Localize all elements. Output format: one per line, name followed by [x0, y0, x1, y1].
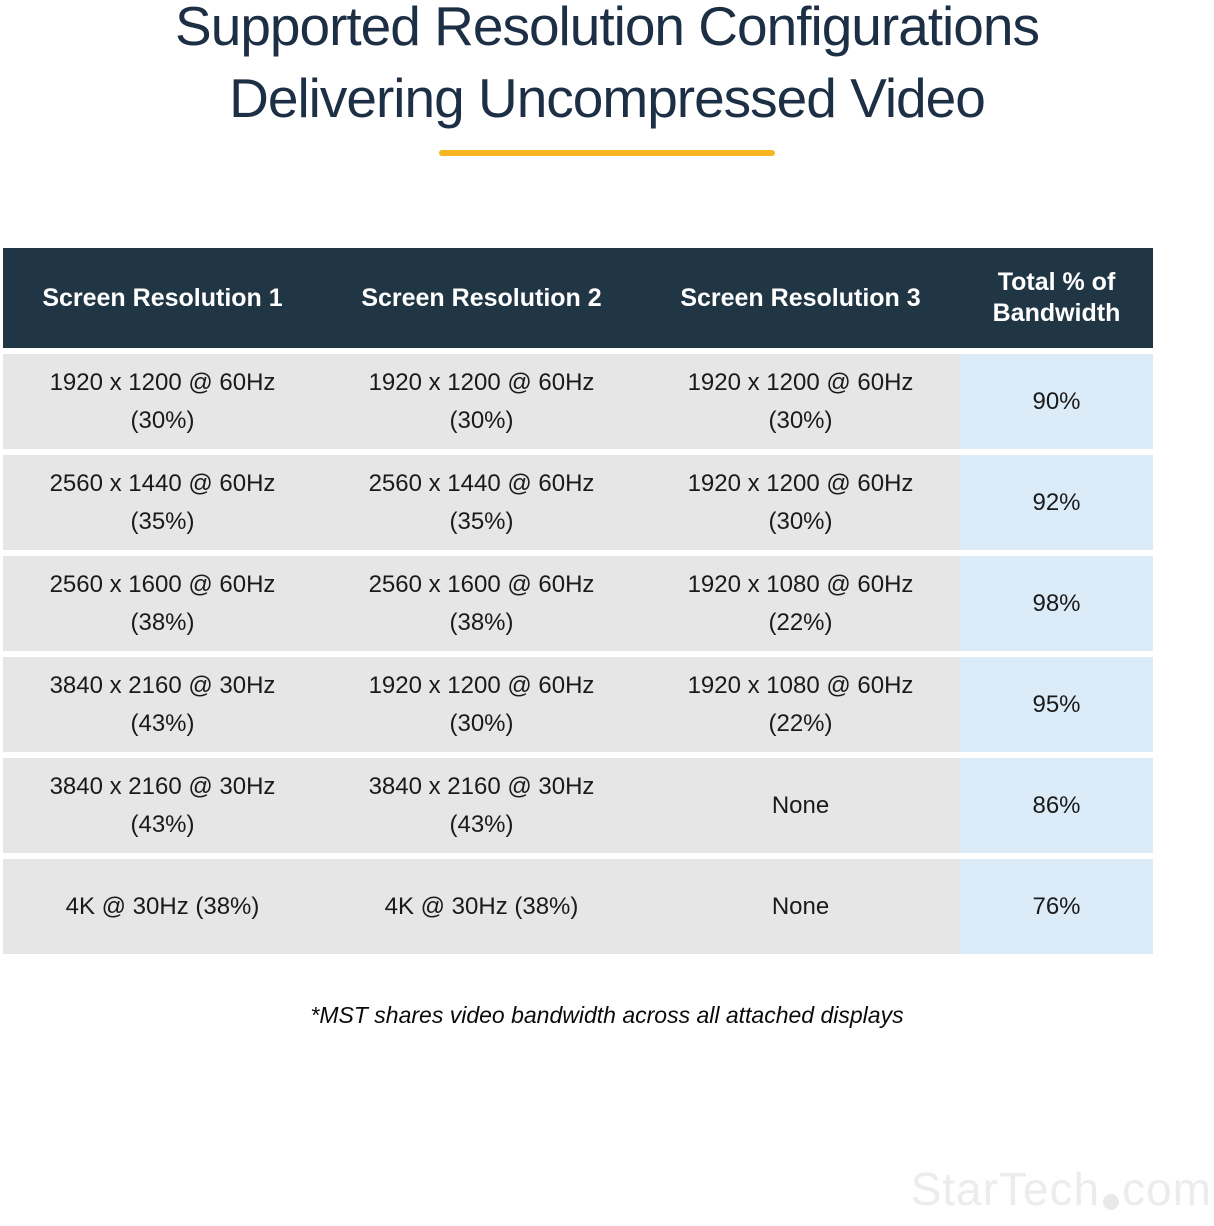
resolution-text: 2560 x 1600 @ 60Hz: [368, 570, 595, 598]
table-row: 1920 x 1200 @ 60Hz (30%) 1920 x 1200 @ 6…: [3, 354, 1153, 449]
page-title-line2: Delivering Uncompressed Video: [229, 67, 986, 129]
bandwidth-value: 92%: [1032, 488, 1081, 516]
resolution-text: 3840 x 2160 @ 30Hz: [49, 772, 276, 800]
resolution-3-cell: 1920 x 1080 @ 60Hz (22%): [641, 556, 960, 651]
bandwidth-total-cell: 95%: [960, 657, 1153, 752]
resolution-percent: (35%): [449, 507, 514, 535]
resolution-text: 3840 x 2160 @ 30Hz: [49, 671, 276, 699]
header-cell-total-bandwidth: Total % of Bandwidth: [960, 248, 1153, 348]
bandwidth-value: 86%: [1032, 791, 1081, 819]
resolution-3-cell: 1920 x 1200 @ 60Hz (30%): [641, 455, 960, 550]
table-row: 2560 x 1600 @ 60Hz (38%) 2560 x 1600 @ 6…: [3, 556, 1153, 651]
resolution-3-cell: 1920 x 1200 @ 60Hz (30%): [641, 354, 960, 449]
bandwidth-total-cell: 76%: [960, 859, 1153, 954]
bandwidth-value: 90%: [1032, 387, 1081, 415]
resolution-text: 2560 x 1600 @ 60Hz: [49, 570, 276, 598]
bandwidth-value: 98%: [1032, 589, 1081, 617]
resolution-1-cell: 3840 x 2160 @ 30Hz (43%): [3, 657, 322, 752]
header-cell-resolution-1: Screen Resolution 1: [3, 248, 322, 348]
resolution-text: None: [771, 892, 830, 920]
mst-footnote: *MST shares video bandwidth across all a…: [310, 1002, 904, 1028]
resolution-text: 2560 x 1440 @ 60Hz: [368, 469, 595, 497]
resolution-percent: (30%): [449, 406, 514, 434]
resolution-1-cell: 2560 x 1600 @ 60Hz (38%): [3, 556, 322, 651]
page-title: Supported Resolution Configurations Deli…: [0, 0, 1214, 134]
resolution-3-cell: 1920 x 1080 @ 60Hz (22%): [641, 657, 960, 752]
resolution-percent: (43%): [130, 709, 195, 737]
bandwidth-value: 95%: [1032, 690, 1081, 718]
resolution-table: Screen Resolution 1 Screen Resolution 2 …: [3, 248, 1153, 954]
resolution-percent: (43%): [130, 810, 195, 838]
bandwidth-total-cell: 92%: [960, 455, 1153, 550]
header-label: Screen Resolution 2: [361, 284, 602, 312]
bandwidth-total-cell: 98%: [960, 556, 1153, 651]
resolution-text: 1920 x 1080 @ 60Hz: [687, 570, 914, 598]
resolution-2-cell: 4K @ 30Hz (38%): [322, 859, 641, 954]
resolution-2-cell: 3840 x 2160 @ 30Hz (43%): [322, 758, 641, 853]
resolution-text: 1920 x 1200 @ 60Hz: [49, 368, 276, 396]
resolution-percent: (30%): [768, 406, 833, 434]
resolution-text: 4K @ 30Hz (38%): [384, 892, 579, 920]
bandwidth-value: 76%: [1032, 892, 1081, 920]
header-label: Screen Resolution 1: [42, 284, 283, 312]
resolution-percent: (30%): [130, 406, 195, 434]
title-accent-underline: [439, 150, 775, 156]
table-row: 2560 x 1440 @ 60Hz (35%) 2560 x 1440 @ 6…: [3, 455, 1153, 550]
watermark-text-right: com: [1122, 1163, 1212, 1215]
resolution-2-cell: 2560 x 1440 @ 60Hz (35%): [322, 455, 641, 550]
resolution-text: 1920 x 1200 @ 60Hz: [368, 368, 595, 396]
resolution-percent: (22%): [768, 608, 833, 636]
resolution-1-cell: 4K @ 30Hz (38%): [3, 859, 322, 954]
dot-icon: [1103, 1194, 1120, 1210]
resolution-text: 1920 x 1200 @ 60Hz: [687, 368, 914, 396]
resolution-percent: (30%): [768, 507, 833, 535]
resolution-percent: (38%): [130, 608, 195, 636]
resolution-2-cell: 1920 x 1200 @ 60Hz (30%): [322, 354, 641, 449]
table-row: 3840 x 2160 @ 30Hz (43%) 1920 x 1200 @ 6…: [3, 657, 1153, 752]
header-label: Total % of Bandwidth: [992, 268, 1121, 327]
watermark-text-left: StarTech: [910, 1163, 1101, 1215]
header-cell-resolution-3: Screen Resolution 3: [641, 248, 960, 348]
resolution-text: 3840 x 2160 @ 30Hz: [368, 772, 595, 800]
header-cell-resolution-2: Screen Resolution 2: [322, 248, 641, 348]
bandwidth-total-cell: 86%: [960, 758, 1153, 853]
resolution-percent: (22%): [768, 709, 833, 737]
resolution-percent: (35%): [130, 507, 195, 535]
resolution-percent: (38%): [449, 608, 514, 636]
bandwidth-total-cell: 90%: [960, 354, 1153, 449]
resolution-text: 1920 x 1200 @ 60Hz: [687, 469, 914, 497]
resolution-text: 2560 x 1440 @ 60Hz: [49, 469, 276, 497]
header-label: Screen Resolution 3: [680, 284, 921, 312]
table-row: 3840 x 2160 @ 30Hz (43%) 3840 x 2160 @ 3…: [3, 758, 1153, 853]
resolution-3-cell: None: [641, 758, 960, 853]
table-row: 4K @ 30Hz (38%) 4K @ 30Hz (38%) None 76%: [3, 859, 1153, 954]
resolution-text: 4K @ 30Hz (38%): [65, 892, 260, 920]
startech-watermark: StarTech com: [911, 1162, 1212, 1216]
resolution-2-cell: 1920 x 1200 @ 60Hz (30%): [322, 657, 641, 752]
page-title-line1: Supported Resolution Configurations: [175, 0, 1040, 57]
resolution-3-cell: None: [641, 859, 960, 954]
table-header-row: Screen Resolution 1 Screen Resolution 2 …: [3, 248, 1153, 348]
resolution-1-cell: 2560 x 1440 @ 60Hz (35%): [3, 455, 322, 550]
resolution-percent: (43%): [449, 810, 514, 838]
resolution-1-cell: 3840 x 2160 @ 30Hz (43%): [3, 758, 322, 853]
resolution-percent: (30%): [449, 709, 514, 737]
resolution-text: 1920 x 1200 @ 60Hz: [368, 671, 595, 699]
resolution-text: 1920 x 1080 @ 60Hz: [687, 671, 914, 699]
resolution-text: None: [771, 791, 830, 819]
resolution-2-cell: 2560 x 1600 @ 60Hz (38%): [322, 556, 641, 651]
resolution-1-cell: 1920 x 1200 @ 60Hz (30%): [3, 354, 322, 449]
